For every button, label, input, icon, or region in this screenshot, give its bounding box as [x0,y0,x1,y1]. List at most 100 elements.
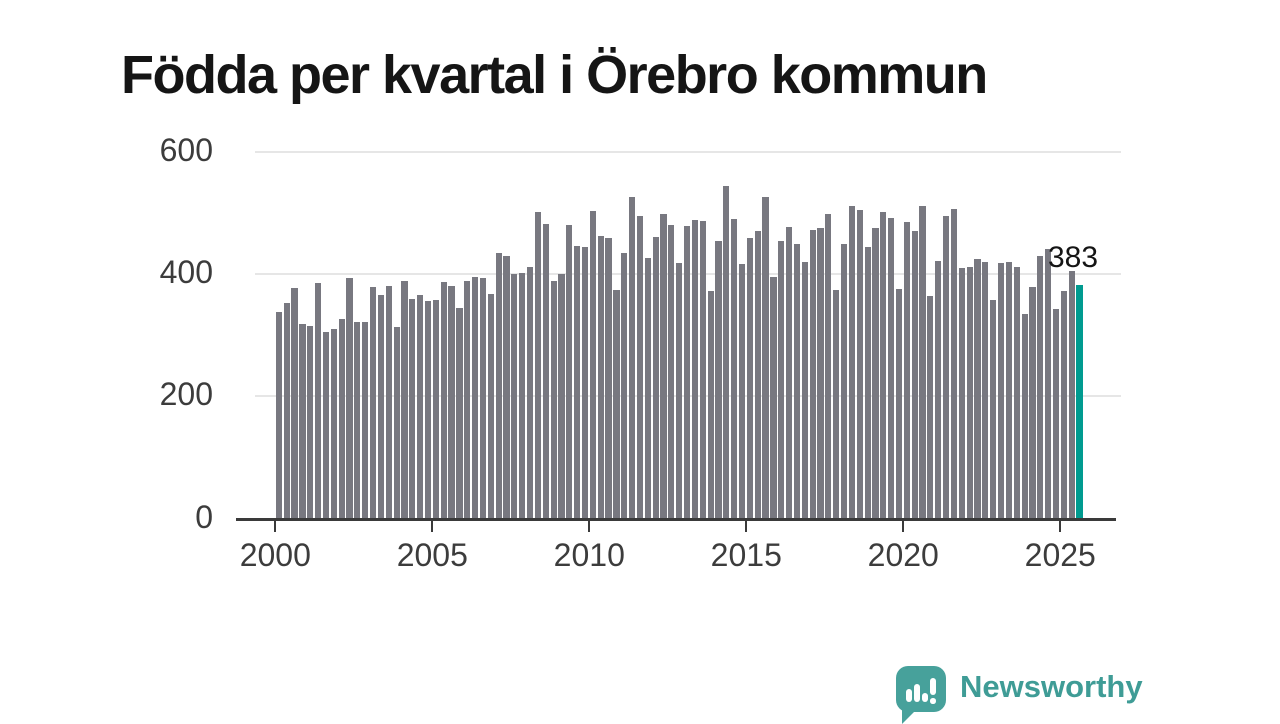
bar [919,206,926,520]
bar [754,231,761,520]
bar [479,278,487,520]
logo-exclamation-dot [930,698,936,704]
bar [346,277,353,520]
bar [307,326,314,520]
bar [526,266,534,520]
y-tick-label: 0 [195,498,213,535]
bar [731,219,738,520]
bar [558,274,565,520]
x-axis-tick [430,520,434,532]
bar [990,300,997,520]
bar [629,196,636,520]
bar [982,261,989,520]
bar [589,211,596,520]
bar [542,224,549,520]
bar [448,286,455,520]
bar [888,217,895,520]
bar [581,246,589,520]
bar [464,280,471,520]
bar [597,236,604,520]
bar-highlighted [1076,284,1083,520]
bar [833,290,840,520]
bar [895,289,903,520]
bar [299,323,306,520]
bar [275,312,282,520]
bar [503,255,510,520]
bar [778,241,785,520]
bar [974,258,981,520]
bar [943,216,950,520]
bar [440,282,447,520]
bar [762,197,769,520]
bar [574,246,581,520]
bar [636,216,644,520]
bar [644,258,651,520]
bar [935,261,942,520]
bar [566,225,573,520]
bar [707,290,714,520]
bar [534,211,542,520]
x-axis-tick [587,520,591,532]
bar [864,246,871,520]
bar [511,273,518,520]
bar [691,219,698,520]
y-tick-label: 400 [159,254,213,291]
bar [385,285,392,520]
bar [283,302,290,520]
x-axis-tick [901,520,905,532]
bar [848,206,855,520]
bar [1005,261,1012,520]
bar [1013,266,1020,520]
bar [495,252,502,520]
bar [793,243,801,520]
bar [872,228,879,520]
y-tick-label: 200 [159,376,213,413]
newsworthy-logo: Newsworthy [896,666,1166,724]
bar [393,326,400,520]
bar [621,253,628,520]
bar [417,294,424,520]
bar [997,263,1005,520]
bar [676,263,683,520]
bar [550,280,557,520]
bar [880,212,887,520]
gridline [255,151,1121,153]
x-tick-label: 2015 [710,537,782,573]
x-axis-tick [273,520,277,532]
bar [1060,290,1067,520]
bar [432,300,439,520]
bar [746,238,753,520]
bar [809,230,816,520]
x-tick-label: 2005 [396,537,468,573]
logo-chart-bar [914,684,920,702]
bar [903,221,910,520]
bar [409,299,416,520]
bar [683,225,691,520]
bar [817,228,824,520]
bar [362,321,369,520]
speech-bubble-tail [902,710,916,724]
x-tick-label: 2010 [553,537,625,573]
bar [966,267,973,520]
bar [840,244,848,520]
bar [487,293,494,520]
bar [723,185,730,520]
x-tick-label: 2000 [239,537,311,573]
bar [322,331,330,520]
bar [354,321,361,520]
logo-chart-bar [906,689,912,702]
bar [291,287,298,520]
speech-bubble-shape [896,666,946,712]
bar [738,263,746,520]
bar [950,208,958,520]
bar [825,214,832,520]
bar [369,286,377,520]
bar [801,261,808,520]
bar [1021,313,1028,520]
x-axis-tick [1058,520,1062,532]
newsworthy-wordmark: Newsworthy [960,669,1143,704]
x-axis-tick [744,520,748,532]
bar [660,213,667,520]
bar [1029,286,1036,520]
